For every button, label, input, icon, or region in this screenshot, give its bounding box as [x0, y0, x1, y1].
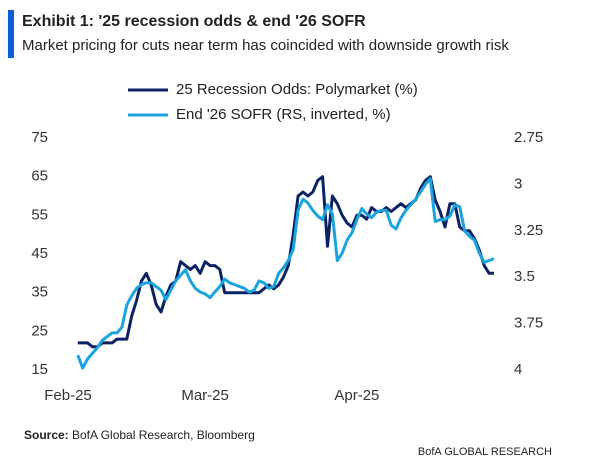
- source-label: Source:: [24, 428, 69, 442]
- source: BofA Global Research, Bloomberg: [72, 428, 255, 442]
- series-line: [77, 175, 494, 349]
- y2-tick-label: 3.5: [514, 268, 535, 285]
- y-tick-label: 55: [31, 206, 48, 223]
- y-tick-label: 25: [31, 322, 48, 339]
- y-tick-label: 15: [31, 361, 48, 378]
- x-tick-label: Mar-25: [181, 387, 229, 404]
- y-tick-label: 65: [31, 168, 48, 185]
- y2-tick-label: 3.75: [514, 315, 543, 332]
- chart-title: Exhibit 1: '25 recession odds & end '26 …: [22, 13, 366, 30]
- y2-tick-label: 3: [514, 175, 522, 192]
- title-accent: [8, 10, 14, 58]
- y2-tick-label: 3.25: [514, 222, 543, 239]
- y-tick-label: 75: [31, 129, 48, 146]
- x-tick-label: Apr-25: [334, 387, 379, 404]
- y2-tick-label: 2.75: [514, 129, 543, 146]
- y-tick-label: 45: [31, 245, 48, 262]
- x-tick-label: Feb-25: [44, 387, 92, 404]
- y-tick-label: 35: [31, 284, 48, 301]
- chart-subtitle: Market pricing for cuts near term has co…: [22, 37, 509, 54]
- y2-tick-label: 4: [514, 361, 522, 378]
- series-line: [76, 177, 495, 370]
- legend-label: 25 Recession Odds: Polymarket (%): [176, 81, 418, 98]
- footer: BofA GLOBAL RESEARCH: [418, 446, 552, 458]
- legend-label: End '26 SOFR (RS, inverted, %): [176, 106, 391, 123]
